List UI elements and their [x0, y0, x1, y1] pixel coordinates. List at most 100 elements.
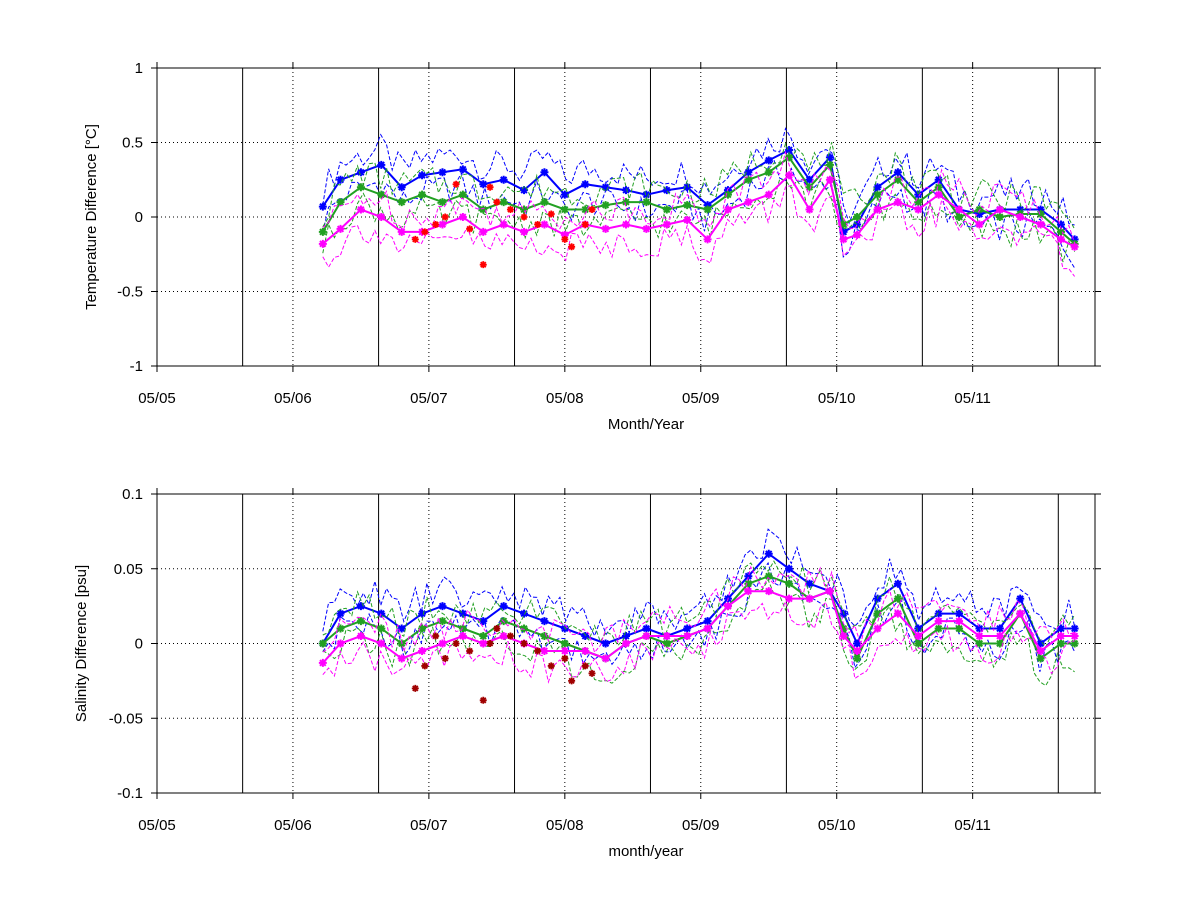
- y-tick-label: 0.1: [122, 486, 143, 503]
- data-point: [662, 186, 671, 195]
- data-point: [853, 646, 862, 655]
- data-point: [356, 168, 365, 177]
- data-point: [975, 210, 984, 219]
- data-point: [479, 205, 488, 214]
- data-point: [601, 201, 610, 210]
- data-point: [839, 235, 848, 244]
- data-point: [441, 654, 449, 662]
- data-point: [785, 145, 794, 154]
- data-point: [486, 640, 494, 647]
- data-point: [995, 624, 1004, 633]
- data-point: [479, 261, 487, 269]
- data-point: [785, 171, 794, 180]
- data-point: [588, 669, 596, 677]
- data-point: [683, 215, 692, 224]
- data-point: [934, 617, 943, 626]
- data-point: [1057, 639, 1066, 648]
- data-point: [486, 183, 494, 191]
- data-point: [458, 213, 467, 221]
- data-point: [479, 632, 488, 641]
- data-point: [318, 658, 327, 667]
- data-point: [723, 602, 732, 611]
- data-point: [540, 168, 549, 177]
- data-point: [479, 639, 488, 648]
- data-point: [683, 201, 692, 210]
- data-point: [356, 205, 365, 214]
- x-tick-label: 05/11: [954, 817, 990, 834]
- data-point: [601, 654, 610, 663]
- data-point: [1036, 646, 1045, 655]
- data-point: [411, 235, 419, 243]
- data-point: [785, 564, 794, 573]
- data-point: [995, 205, 1004, 214]
- data-point: [825, 175, 834, 184]
- x-tick-label: 05/09: [682, 390, 720, 407]
- x-tick-label: 05/10: [818, 817, 856, 834]
- data-point: [499, 198, 508, 207]
- x-tick-label: 05/06: [274, 390, 312, 407]
- data-point: [520, 227, 529, 236]
- data-point: [411, 684, 419, 692]
- data-point: [1036, 205, 1045, 214]
- data-point: [805, 205, 814, 214]
- data-point: [318, 227, 327, 236]
- data-point: [764, 549, 773, 558]
- x-tick-label: 05/07: [410, 390, 448, 407]
- data-point: [1016, 594, 1025, 603]
- y-axis-label: Temperature Difference [°C]: [83, 124, 100, 310]
- data-point: [581, 205, 590, 214]
- envelope-line: [322, 561, 1076, 672]
- data-point: [1057, 624, 1066, 633]
- data-point: [418, 609, 427, 618]
- data-point: [1070, 639, 1079, 648]
- y-tick-label: -0.5: [117, 284, 143, 301]
- data-point: [662, 220, 671, 229]
- data-point: [418, 624, 427, 633]
- data-point: [873, 205, 882, 214]
- data-point: [995, 213, 1004, 221]
- data-point: [438, 639, 447, 648]
- data-point: [853, 213, 862, 221]
- data-point: [914, 639, 923, 648]
- data-point: [540, 646, 549, 655]
- data-point: [560, 230, 569, 239]
- data-point: [1016, 213, 1025, 221]
- data-point: [534, 220, 542, 228]
- data-point: [397, 198, 406, 207]
- data-point: [458, 190, 467, 199]
- data-point: [853, 230, 862, 239]
- data-point: [499, 632, 508, 641]
- x-tick-label: 05/11: [954, 390, 990, 407]
- data-point: [622, 639, 630, 648]
- data-point: [356, 632, 365, 641]
- data-point: [703, 205, 712, 214]
- data-point: [1057, 227, 1066, 236]
- data-point: [318, 202, 327, 211]
- data-point: [934, 609, 943, 618]
- data-point: [873, 190, 882, 199]
- data-point: [805, 183, 814, 192]
- data-point: [452, 640, 460, 647]
- data-point: [336, 624, 345, 633]
- data-point: [914, 190, 923, 199]
- data-point: [955, 213, 964, 221]
- data-point: [1070, 624, 1079, 633]
- data-point: [853, 639, 862, 648]
- data-point: [975, 624, 984, 633]
- envelope-line: [322, 565, 1075, 654]
- data-point: [1016, 609, 1025, 618]
- data-point: [744, 198, 753, 207]
- envelope-line: [322, 178, 1076, 263]
- data-point: [377, 639, 386, 648]
- data-point: [642, 224, 651, 233]
- data-point: [458, 165, 467, 174]
- y-tick-label: 0: [135, 636, 143, 653]
- data-point: [452, 180, 460, 188]
- data-point: [336, 198, 345, 207]
- y-tick-label: 1: [135, 60, 143, 77]
- data-point: [540, 220, 549, 229]
- x-tick-label: 05/06: [274, 817, 312, 834]
- data-point: [975, 639, 984, 648]
- data-point: [873, 609, 882, 618]
- data-point: [397, 227, 406, 236]
